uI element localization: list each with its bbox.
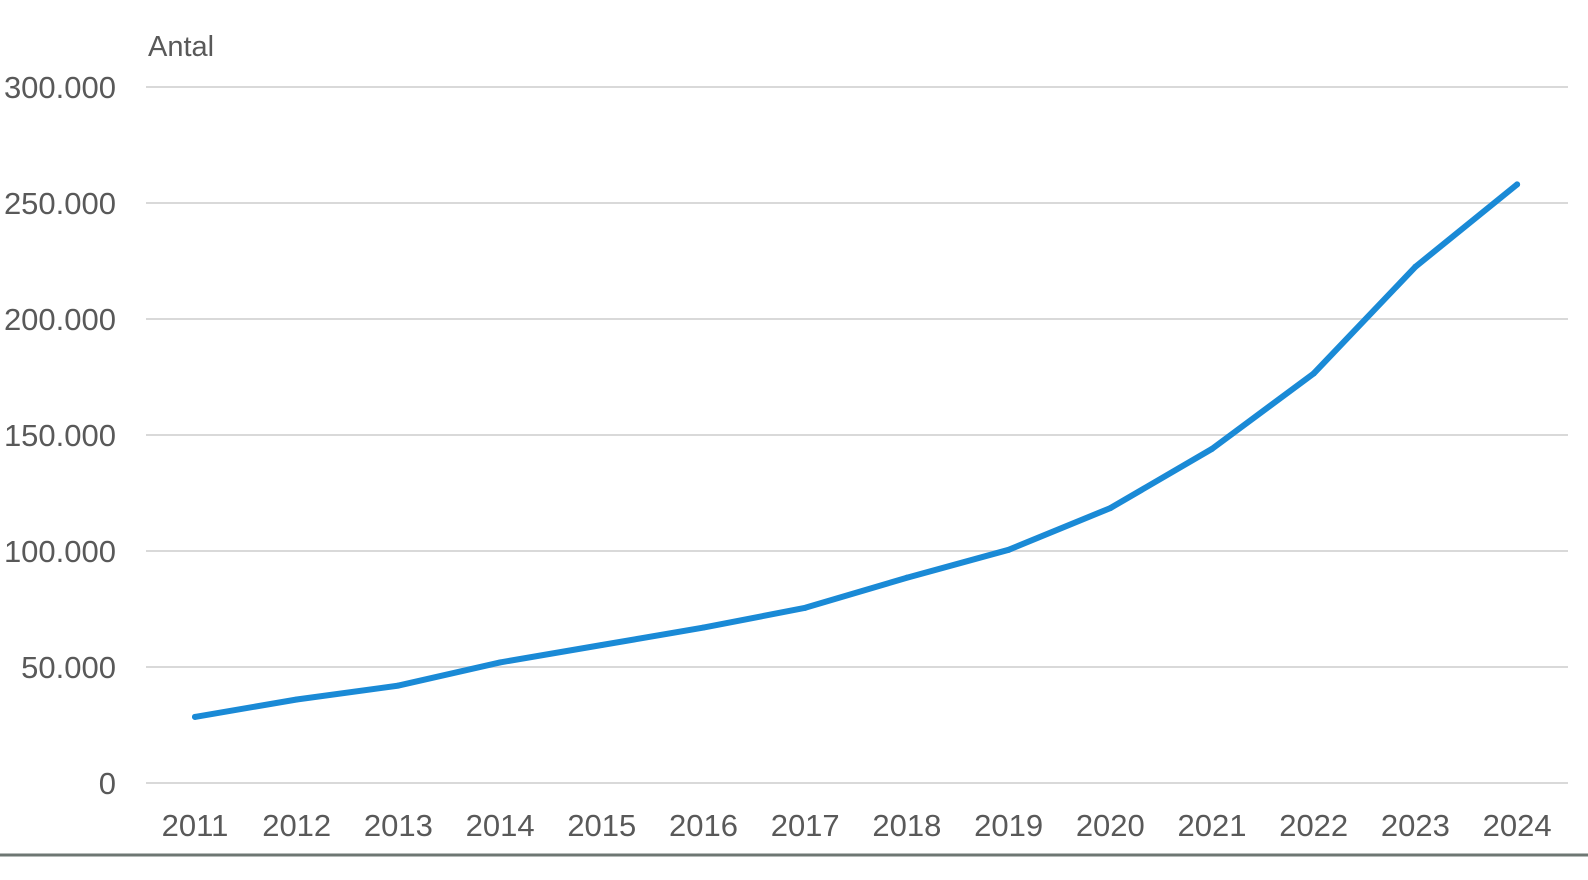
x-tick-label: 2018 [872, 808, 941, 843]
data-point [395, 682, 402, 689]
data-point [192, 713, 198, 720]
data-point [1514, 181, 1521, 188]
data-point [700, 624, 707, 631]
gridlines [146, 86, 1568, 784]
x-tick-label: 2023 [1381, 808, 1450, 843]
x-tick-label: 2024 [1483, 808, 1552, 843]
data-point [1209, 445, 1215, 452]
data-point [293, 696, 300, 703]
data-point [1310, 370, 1317, 377]
y-axis-title: Antal [148, 31, 214, 63]
x-tick-label: 2016 [669, 808, 738, 843]
data-point [802, 604, 809, 611]
x-axis-ticks: 2011 2012 2013 2014 2015 2016 2017 2018 2019 2020… [162, 808, 1552, 843]
data-point [903, 574, 910, 581]
x-tick-label: 2012 [262, 808, 331, 843]
y-tick-label: 100.000 [4, 534, 116, 569]
x-tick-label: 2013 [364, 808, 433, 843]
x-tick-label: 2020 [1076, 808, 1145, 843]
y-tick-label: 50.000 [21, 650, 116, 685]
x-tick-label: 2021 [1178, 808, 1247, 843]
data-point [1005, 546, 1012, 553]
x-tick-label: 2011 [162, 808, 229, 843]
data-point [1107, 505, 1114, 512]
y-tick-label: 300.000 [4, 70, 116, 105]
y-tick-label: 200.000 [4, 302, 116, 337]
x-tick-label: 2022 [1279, 808, 1348, 843]
data-point [1412, 263, 1419, 270]
x-tick-label: 2019 [974, 808, 1043, 843]
x-tick-label: 2017 [771, 808, 840, 843]
y-tick-label: 150.000 [4, 418, 116, 453]
x-tick-label: 2015 [567, 808, 636, 843]
y-tick-label: 250.000 [4, 186, 116, 221]
y-tick-label: 0 [99, 766, 116, 801]
series-line [192, 181, 1521, 720]
series-layer [192, 181, 1521, 720]
y-axis-ticks: 0 50.000 100.000 150.000 200.000 250.000 300.0… [4, 70, 116, 801]
data-point [497, 659, 504, 666]
x-tick-label: 2014 [466, 808, 535, 843]
data-point [598, 641, 605, 648]
